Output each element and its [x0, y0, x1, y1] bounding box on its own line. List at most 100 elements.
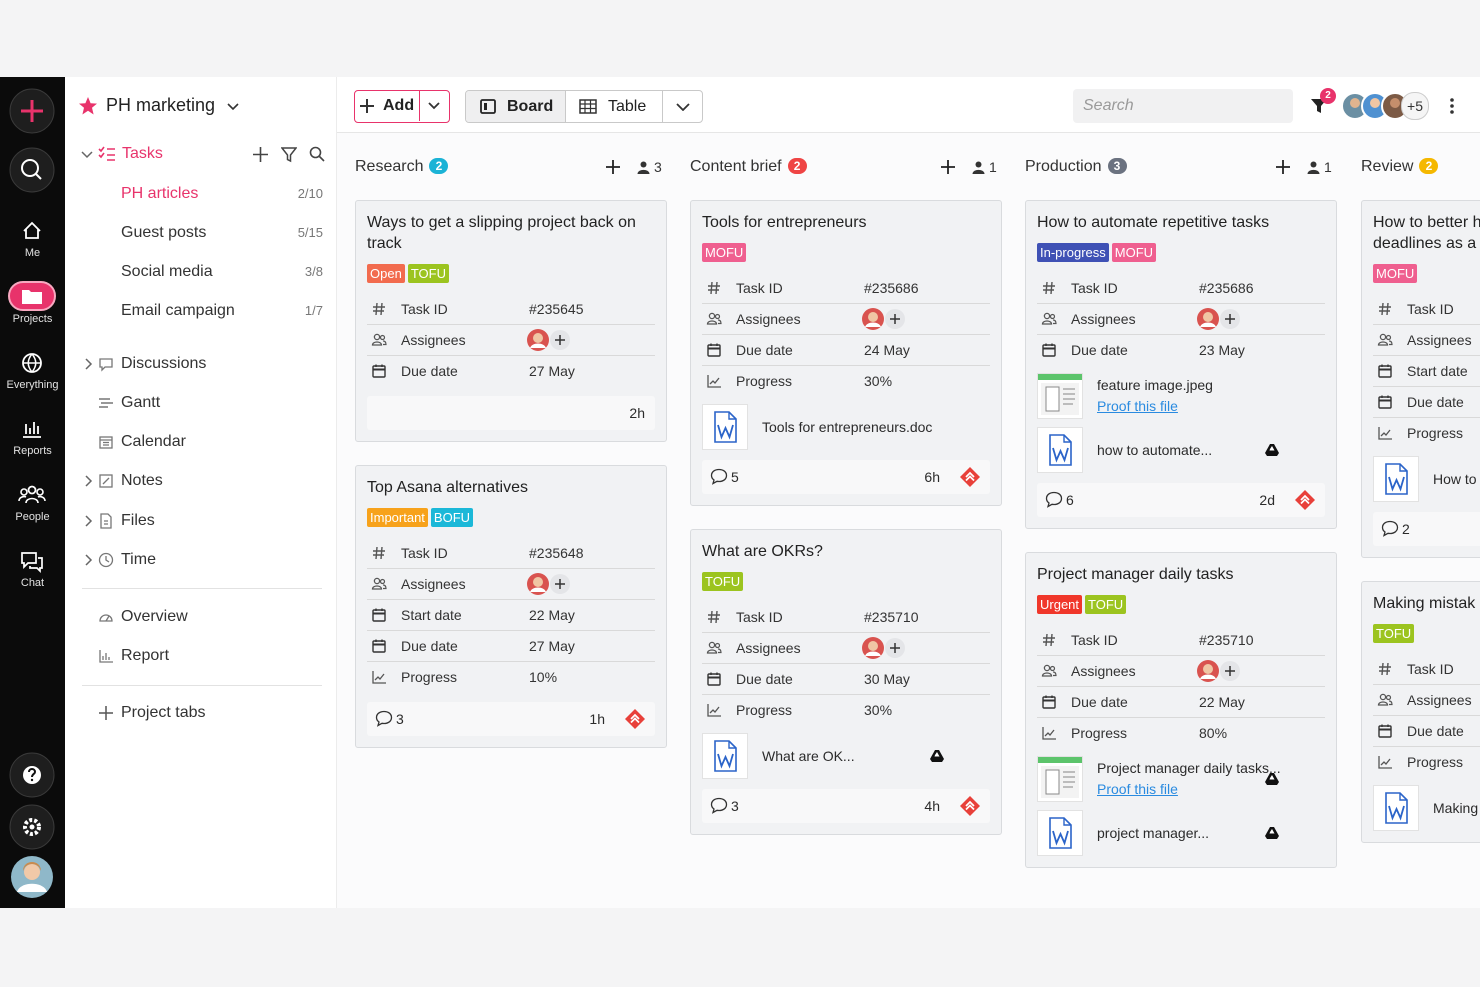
tag: MOFU [702, 243, 747, 262]
table-label: Table [608, 98, 647, 115]
tag: MOFU [1373, 264, 1418, 283]
file: project manager... [1037, 810, 1325, 856]
field-label: Assignees [401, 332, 466, 348]
list-count: 1/7 [304, 303, 323, 318]
file: What are OK... [702, 733, 990, 779]
fields: Task ID #235686 Assignees Due date 23 May [1037, 273, 1325, 365]
add-task[interactable] [941, 160, 955, 174]
add-task[interactable] [1276, 160, 1290, 174]
column-header: Review 2 [1361, 155, 1480, 179]
card-list: Tools for entrepreneurs MOFU Task ID #23568… [690, 200, 1002, 858]
board-tab[interactable]: Board [466, 91, 566, 122]
drive-icon [1265, 444, 1279, 456]
task-card[interactable]: What are OKRs? TOFU Task ID #235710 Assignee… [690, 529, 1002, 835]
field-row: Progress 10% [367, 662, 655, 692]
task-card[interactable]: How to better h deadlines as a MOFU Task I… [1361, 200, 1480, 558]
field-icon [1378, 395, 1392, 409]
priority-icon [960, 796, 980, 816]
assignee-avatars [862, 637, 905, 659]
field-label: Due date [401, 363, 458, 379]
fields: Task ID Assignees Start date Due date Progre… [1373, 294, 1480, 448]
add-task[interactable] [606, 160, 620, 174]
field-label: Due date [1071, 342, 1128, 358]
section-name[interactable]: Time [121, 551, 156, 568]
field-label: Assignees [1071, 663, 1136, 679]
comment-icon [1381, 520, 1399, 537]
column-count: 3 [1107, 158, 1127, 174]
project-name: PH marketing [106, 95, 216, 115]
field-row: Progress [1373, 747, 1480, 777]
field-icon [1378, 427, 1392, 440]
member-avatars[interactable] [1341, 92, 1417, 120]
task-card[interactable]: Top Asana alternatives Important BOFU Task … [355, 465, 667, 748]
card-title: Project manager daily tasks [1037, 566, 1234, 583]
task-card[interactable]: Ways to get a slipping project back on t… [355, 200, 667, 442]
field-value: 10% [529, 669, 558, 685]
field-row: Task ID #235645 [367, 294, 655, 325]
file: how to automate... [1037, 427, 1325, 473]
task-card[interactable]: How to automate repetitive tasks In-progr… [1025, 200, 1337, 529]
task-card[interactable]: Making mistak TOFU Task ID Assignees Due dat… [1361, 581, 1480, 843]
time-spent: 1h [589, 711, 605, 727]
proof-link[interactable]: Proof this file [1097, 398, 1178, 414]
time-spent: 2h [629, 405, 645, 421]
section-name[interactable]: Files [121, 512, 155, 529]
project-tabs[interactable]: Project tabs [121, 704, 206, 721]
table-tab[interactable]: Table [566, 91, 663, 122]
task-card[interactable]: Project manager daily tasks Urgent TOFU Tas… [1025, 552, 1337, 868]
divider [82, 685, 322, 686]
field-icon [372, 608, 386, 622]
section-name[interactable]: Gantt [121, 394, 161, 411]
task-card[interactable]: Tools for entrepreneurs MOFU Task ID #23568… [690, 200, 1002, 506]
priority-icon [960, 467, 980, 487]
view-menu[interactable] [676, 103, 690, 111]
field-label: Progress [1407, 754, 1464, 770]
fields: Task ID #235710 Assignees Due date 30 May Pro… [702, 602, 990, 725]
add-label: Add [383, 97, 415, 114]
tasks-label: Tasks [122, 145, 163, 162]
field-value: #235686 [864, 280, 919, 296]
section-name[interactable]: Calendar [121, 433, 186, 450]
field-icon [1041, 312, 1057, 325]
add-button[interactable]: Add [354, 90, 450, 123]
column-count: 2 [1419, 158, 1439, 174]
card-title: Tools for entrepreneurs [702, 214, 867, 231]
list-name[interactable]: Email campaign [121, 302, 235, 319]
field-label: Assignees [736, 311, 801, 327]
list-name[interactable]: Social media [121, 263, 213, 280]
field-icon [371, 333, 387, 346]
more-members[interactable]: +5 [1401, 92, 1429, 120]
card-list: Ways to get a slipping project back on t… [355, 200, 667, 771]
section-name[interactable]: Discussions [121, 355, 207, 372]
plus-icon [360, 99, 374, 113]
field-icon [372, 639, 386, 653]
file-name: Making [1433, 800, 1479, 816]
plus-icon [99, 706, 113, 720]
view-name[interactable]: Report [121, 647, 170, 664]
search-box[interactable]: Search [1073, 89, 1293, 123]
field-value: 22 May [529, 607, 575, 623]
card-footer: 3 4h [702, 789, 990, 823]
tag: TOFU [702, 572, 744, 591]
view-name[interactable]: Overview [121, 608, 188, 625]
tag: TOFU [1373, 624, 1415, 643]
section-name[interactable]: Notes [121, 472, 163, 489]
image-thumbnail [1037, 373, 1083, 419]
kebab-menu[interactable] [1449, 97, 1455, 115]
column-header: Research 2 3 [355, 155, 667, 179]
list-name[interactable]: Guest posts [121, 224, 207, 241]
field-value: 23 May [1199, 342, 1245, 358]
priority-icon [1295, 490, 1315, 510]
field-label: Assignees [1407, 692, 1472, 708]
view-switch: Board Table [465, 90, 703, 123]
field-value: 27 May [529, 638, 575, 654]
fields: Task ID Assignees Due date Progress [1373, 654, 1480, 777]
file-name: Project manager daily tasks... [1097, 760, 1281, 776]
field-value: 27 May [529, 363, 575, 379]
field-value: #235645 [529, 301, 584, 317]
field-label: Task ID [1407, 661, 1454, 677]
divider [82, 588, 322, 589]
list-name[interactable]: PH articles [121, 185, 199, 202]
proof-link[interactable]: Proof this file [1097, 781, 1178, 797]
field-label: Progress [736, 702, 793, 718]
